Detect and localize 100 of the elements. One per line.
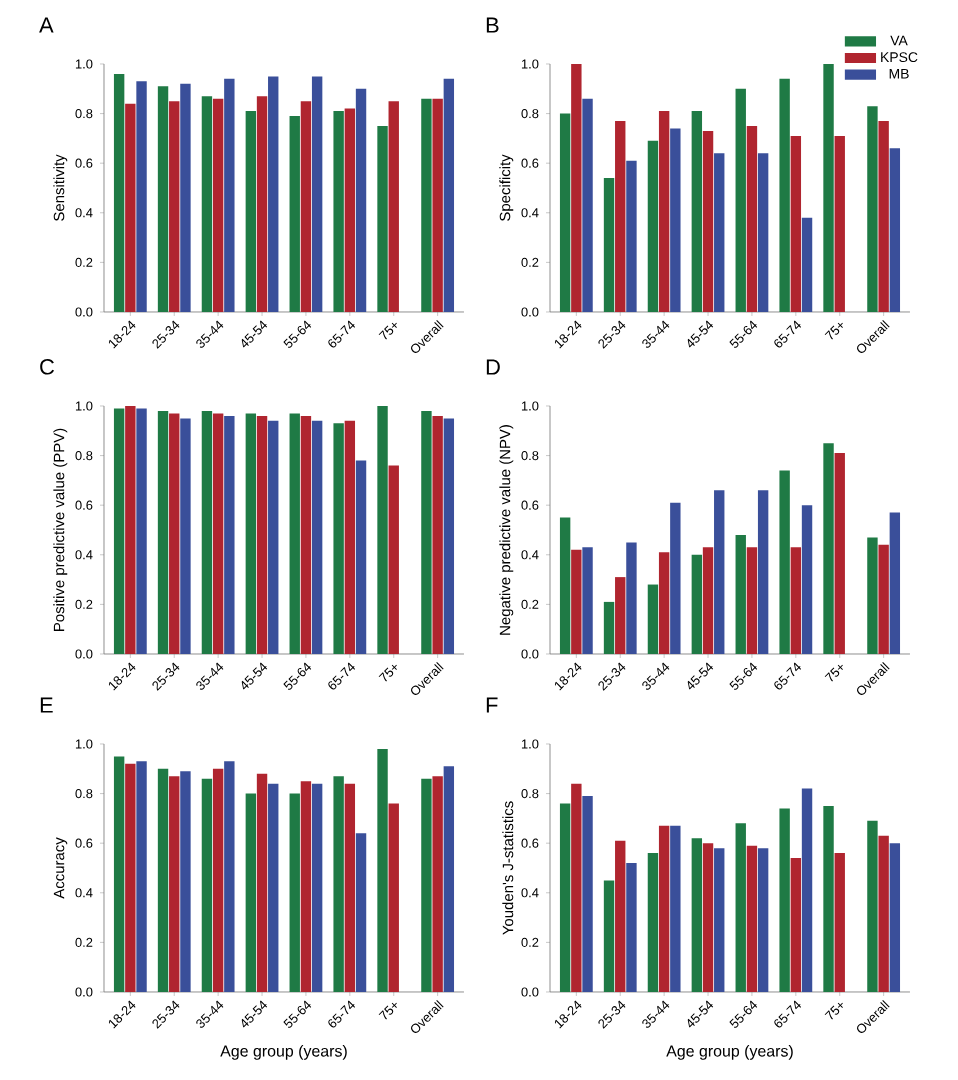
bar [801, 788, 813, 992]
bar [702, 130, 714, 312]
bar [212, 413, 224, 654]
bar [224, 78, 235, 312]
bar [559, 113, 571, 312]
bar [801, 505, 813, 654]
bar [113, 408, 125, 654]
bar [702, 843, 714, 992]
bar [801, 217, 813, 312]
bar [443, 78, 455, 312]
bar [169, 776, 180, 992]
bar [823, 443, 834, 654]
bar [157, 86, 169, 312]
bar [224, 761, 235, 992]
bar [878, 121, 889, 312]
bar [333, 423, 344, 654]
bar [615, 840, 626, 992]
bar [779, 470, 790, 654]
bar [626, 160, 637, 312]
bar [603, 880, 615, 992]
bar [735, 88, 746, 312]
bar [834, 135, 845, 312]
bar [432, 98, 443, 312]
bar [125, 763, 136, 992]
bar [443, 766, 455, 992]
bar [582, 547, 593, 654]
bar [615, 121, 626, 312]
chart-title: A [39, 17, 54, 33]
bar [790, 135, 802, 312]
bar [421, 98, 432, 312]
bar [377, 748, 388, 992]
bar [245, 413, 257, 654]
bar [603, 601, 615, 654]
bar [355, 88, 367, 312]
bar [626, 863, 637, 992]
chart-title: C [40, 359, 55, 375]
bar [834, 853, 845, 992]
bar [344, 783, 356, 992]
bar [757, 490, 769, 654]
bar [691, 554, 703, 654]
bar [647, 584, 659, 654]
bar [582, 98, 593, 312]
bar [603, 178, 615, 312]
bar [388, 101, 399, 312]
bar [735, 534, 746, 654]
bar [714, 490, 725, 654]
bar [823, 805, 834, 992]
bar [658, 111, 670, 312]
bar [714, 848, 725, 992]
bar [256, 415, 268, 654]
bar [878, 835, 889, 992]
bar [201, 96, 213, 312]
bar [432, 415, 443, 654]
bar [300, 781, 312, 992]
bar [245, 793, 257, 992]
bar [746, 845, 758, 992]
bar [180, 418, 191, 654]
bar [626, 542, 637, 654]
bar [136, 761, 147, 992]
bar [377, 125, 388, 312]
bar [136, 81, 147, 312]
bar [212, 98, 224, 312]
bar [691, 111, 703, 312]
bar [790, 858, 802, 992]
bar [300, 101, 312, 312]
bar [714, 153, 725, 312]
bar [289, 413, 300, 654]
bar [867, 106, 878, 312]
bar [268, 783, 279, 992]
bar [443, 418, 455, 654]
bar [268, 76, 279, 312]
bar [136, 408, 147, 654]
bar [180, 83, 191, 312]
bar [658, 552, 670, 654]
bar [245, 111, 257, 312]
bar [212, 768, 224, 992]
bar [268, 420, 279, 654]
bar [355, 833, 367, 992]
bar [421, 778, 432, 992]
bar [670, 825, 681, 992]
bar [878, 544, 889, 654]
bar [647, 140, 659, 312]
bar [125, 405, 136, 654]
bar [333, 776, 344, 992]
bar [559, 803, 571, 992]
bar [735, 823, 746, 992]
bar [377, 405, 388, 654]
bar [670, 502, 681, 654]
bar [571, 549, 582, 654]
bar [169, 101, 180, 312]
bar [388, 465, 399, 654]
bar [691, 838, 703, 992]
bar [180, 771, 191, 992]
bar [201, 410, 213, 654]
bar [823, 63, 834, 312]
bar [421, 410, 432, 654]
chart-title: F [486, 697, 498, 713]
bar [746, 125, 758, 312]
bar [125, 103, 136, 312]
bar [571, 63, 582, 312]
